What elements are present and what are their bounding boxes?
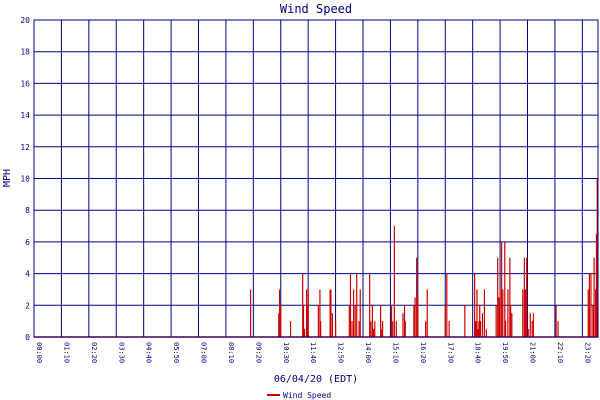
y-tick-label: 14 (20, 111, 30, 120)
plot-border (33, 19, 599, 338)
x-tick-label: 16:20 (419, 342, 427, 363)
x-tick-label: 23:20 (583, 342, 591, 363)
x-tick-label: 03:30 (117, 342, 125, 363)
y-tick-label: 10 (20, 175, 30, 184)
x-tick-label: 00:00 (35, 342, 43, 363)
x-tick-label: 07:00 (200, 342, 208, 363)
x-axis-label: 06/04/20 (EDT) (274, 374, 358, 385)
y-tick-label: 16 (20, 79, 30, 88)
chart-title: Wind Speed (280, 2, 352, 16)
x-tick-label: 14:00 (364, 342, 372, 363)
y-tick-label: 20 (20, 16, 30, 25)
x-tick-label: 10:30 (282, 342, 290, 363)
y-tick-label: 18 (20, 48, 30, 57)
legend: Wind Speed (267, 391, 331, 400)
y-tick-label: 12 (20, 143, 30, 152)
x-tick-label: 21:00 (529, 342, 537, 363)
x-tick-label: 01:10 (62, 342, 70, 363)
legend-label: Wind Speed (283, 391, 331, 400)
y-tick-label: 2 (25, 301, 30, 310)
x-tick-label: 02:20 (90, 342, 98, 363)
x-tick-label: 17:30 (446, 342, 454, 363)
y-tick-label: 0 (25, 333, 30, 342)
x-tick-label: 09:20 (254, 342, 262, 363)
x-tick-label: 11:40 (309, 342, 317, 363)
x-tick-label: 22:10 (556, 342, 564, 363)
x-tick-label: 15:10 (391, 342, 399, 363)
x-tick-label: 19:50 (501, 342, 509, 363)
x-tick-label: 18:40 (474, 342, 482, 363)
y-tick-label: 6 (25, 238, 30, 247)
x-tick-label: 04:40 (145, 342, 153, 363)
x-tick-label: 08:10 (227, 342, 235, 363)
x-tick-label: 05:50 (172, 342, 180, 363)
y-axis-label: MPH (2, 169, 13, 187)
x-tick-label: 12:50 (337, 342, 345, 363)
y-tick-label: 8 (25, 206, 30, 215)
y-axis-ticks: 0 2 4 6 8 10 12 14 16 18 20 (20, 16, 30, 342)
y-tick-label: 4 (25, 270, 30, 279)
x-axis-ticks: 00:00 01:10 02:20 03:30 04:40 05:50 07:00 08:10… (35, 342, 600, 363)
